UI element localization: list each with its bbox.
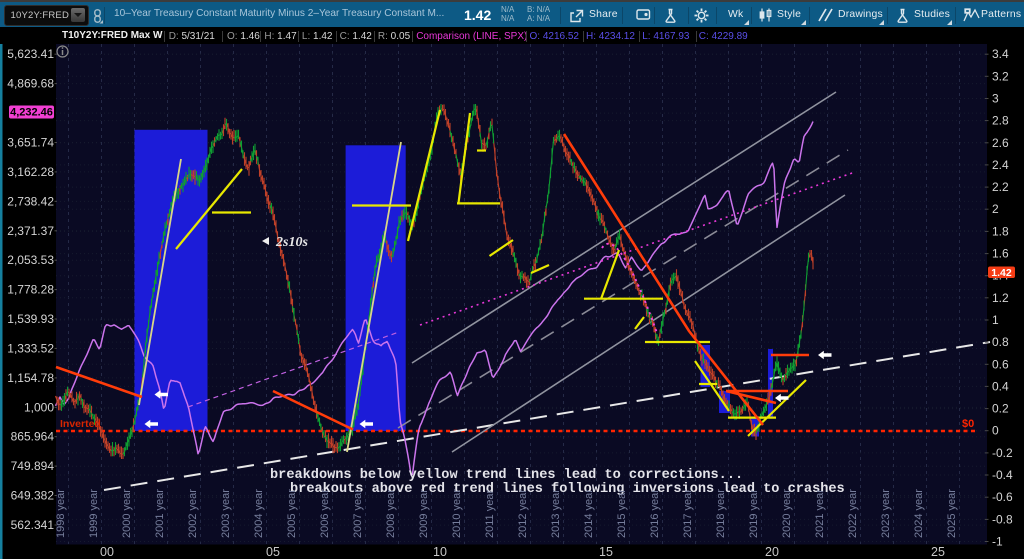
svg-text:2002 year: 2002 year (187, 489, 199, 538)
svg-text:3,651.74: 3,651.74 (7, 136, 54, 150)
svg-text:3.4: 3.4 (992, 47, 1009, 61)
svg-text:0: 0 (992, 424, 999, 438)
svg-text:Inverted: Inverted (60, 418, 101, 430)
svg-text:2001 year: 2001 year (154, 489, 166, 538)
svg-text:2,738.42: 2,738.42 (7, 194, 54, 208)
svg-text:2005 year: 2005 year (286, 489, 298, 538)
svg-text:2.4: 2.4 (992, 158, 1009, 172)
svg-text:2.6: 2.6 (992, 136, 1009, 150)
svg-text:2016 year: 2016 year (649, 489, 661, 538)
svg-text:562.341: 562.341 (11, 518, 55, 532)
svg-text:2000 year: 2000 year (121, 489, 133, 538)
svg-text:2004 year: 2004 year (253, 489, 265, 538)
svg-text:2023 year: 2023 year (880, 489, 892, 538)
svg-text:2012 year: 2012 year (517, 489, 529, 538)
svg-text:3,162.28: 3,162.28 (7, 165, 54, 179)
svg-text:25: 25 (931, 545, 945, 559)
svg-text:10: 10 (433, 545, 447, 559)
svg-text:1,539.93: 1,539.93 (7, 312, 54, 326)
svg-text:649.382: 649.382 (11, 489, 55, 503)
svg-text:865.964: 865.964 (11, 430, 55, 444)
svg-text:2008 year: 2008 year (385, 489, 397, 538)
svg-text:2014 year: 2014 year (583, 489, 595, 538)
svg-text:2020 year: 2020 year (781, 489, 793, 538)
svg-text:4,232.46: 4,232.46 (10, 107, 53, 119)
svg-text:1,333.52: 1,333.52 (7, 341, 54, 355)
svg-text:-1: -1 (992, 535, 1003, 549)
svg-text:2s10s: 2s10s (275, 235, 308, 250)
svg-text:2: 2 (992, 202, 999, 216)
svg-text:4,869.68: 4,869.68 (7, 77, 54, 91)
svg-text:0.6: 0.6 (992, 357, 1009, 371)
svg-text:1,000: 1,000 (24, 400, 54, 414)
svg-text:1999 year: 1999 year (88, 489, 100, 538)
svg-text:1.2: 1.2 (992, 291, 1009, 305)
svg-text:2010 year: 2010 year (451, 489, 463, 538)
svg-text:1.6: 1.6 (992, 247, 1009, 261)
svg-text:2015 year: 2015 year (616, 489, 628, 538)
svg-text:2,053.53: 2,053.53 (7, 253, 54, 267)
svg-text:2018 year: 2018 year (715, 489, 727, 538)
svg-text:05: 05 (266, 545, 280, 559)
svg-text:5,623.41: 5,623.41 (7, 47, 54, 61)
svg-text:-0.8: -0.8 (992, 512, 1013, 526)
svg-text:749.894: 749.894 (11, 459, 55, 473)
svg-text:-0.4: -0.4 (992, 468, 1013, 482)
svg-text:1: 1 (992, 313, 999, 327)
svg-text:2011 year: 2011 year (484, 490, 496, 538)
svg-text:2.8: 2.8 (992, 114, 1009, 128)
svg-text:1998 year: 1998 year (55, 489, 67, 538)
svg-text:2007 year: 2007 year (352, 489, 364, 538)
svg-text:-0.2: -0.2 (992, 446, 1013, 460)
svg-text:breakouts above red trend line: breakouts above red trend lines followin… (290, 482, 845, 497)
svg-text:3: 3 (992, 92, 999, 106)
svg-text:3.2: 3.2 (992, 69, 1009, 83)
svg-text:1,154.78: 1,154.78 (7, 371, 54, 385)
svg-text:2024 year: 2024 year (913, 489, 925, 538)
svg-text:1,778.28: 1,778.28 (7, 283, 54, 297)
svg-text:0.8: 0.8 (992, 335, 1009, 349)
svg-text:2009 year: 2009 year (418, 489, 430, 538)
svg-text:2013 year: 2013 year (550, 489, 562, 538)
svg-text:0.2: 0.2 (992, 402, 1009, 416)
svg-text:2022 year: 2022 year (847, 489, 859, 538)
svg-text:2025 year: 2025 year (946, 489, 958, 538)
svg-text:1.8: 1.8 (992, 224, 1009, 238)
svg-text:2006 year: 2006 year (319, 489, 331, 538)
svg-text:1.42: 1.42 (991, 267, 1012, 279)
svg-text:2017 year: 2017 year (682, 489, 694, 538)
svg-text:$0: $0 (962, 418, 974, 430)
svg-text:20: 20 (765, 545, 779, 559)
svg-text:2019 year: 2019 year (748, 489, 760, 538)
svg-text:2021 year: 2021 year (814, 489, 826, 538)
svg-text:-0.6: -0.6 (992, 490, 1013, 504)
svg-text:00: 00 (100, 545, 114, 559)
svg-text:2.2: 2.2 (992, 180, 1009, 194)
svg-text:2,371.37: 2,371.37 (7, 224, 54, 238)
svg-text:2003 year: 2003 year (220, 489, 232, 538)
svg-text:breakdowns below yellow trend: breakdowns below yellow trend lines lead… (270, 468, 743, 483)
svg-text:15: 15 (599, 545, 613, 559)
svg-text:0.4: 0.4 (992, 379, 1009, 393)
